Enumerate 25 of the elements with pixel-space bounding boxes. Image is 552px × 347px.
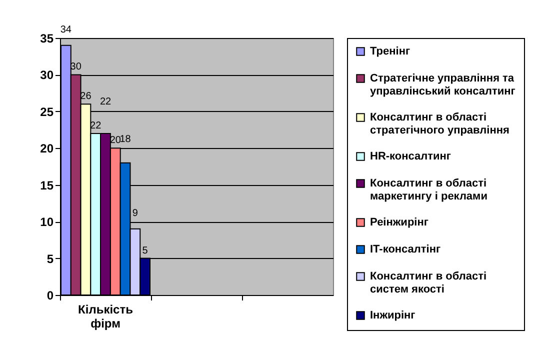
- data-label: 22: [100, 96, 112, 108]
- legend-label: Інжирінг: [370, 310, 416, 322]
- legend-label: Консалтинг в області систем якості: [370, 270, 487, 296]
- legend-label: Консалтинг в області стратегічного управління: [370, 112, 510, 136]
- legend-label: HR-консалтинг: [370, 150, 452, 162]
- legend-label: Реінжирінг: [370, 216, 429, 228]
- x-tick-label: Кількість фірм: [78, 302, 133, 330]
- legend-label: Стратегічне управління та управлінський консалтинг: [370, 72, 516, 98]
- y-tick-label: 0: [46, 288, 54, 302]
- y-tick-label: 20: [40, 142, 54, 156]
- y-tick-label: 35: [40, 32, 54, 46]
- y-tick-label: 10: [40, 215, 54, 230]
- legend-label: Консалтинг в області маркетингу і реклами: [370, 178, 488, 202]
- y-tick-label: 25: [40, 104, 54, 119]
- data-label: 9: [132, 208, 138, 219]
- legend-label: Тренінг: [370, 46, 410, 58]
- y-tick-label: 5: [46, 252, 54, 266]
- y-tick-label: 15: [40, 178, 54, 192]
- data-label: 34: [60, 24, 72, 36]
- data-label: 5: [142, 245, 148, 256]
- data-label: 18: [120, 134, 132, 145]
- data-label: 26: [80, 91, 92, 102]
- data-label: 22: [90, 120, 102, 132]
- y-tick-label: 30: [40, 68, 54, 82]
- legend-label: IT-консалтінг: [370, 244, 441, 256]
